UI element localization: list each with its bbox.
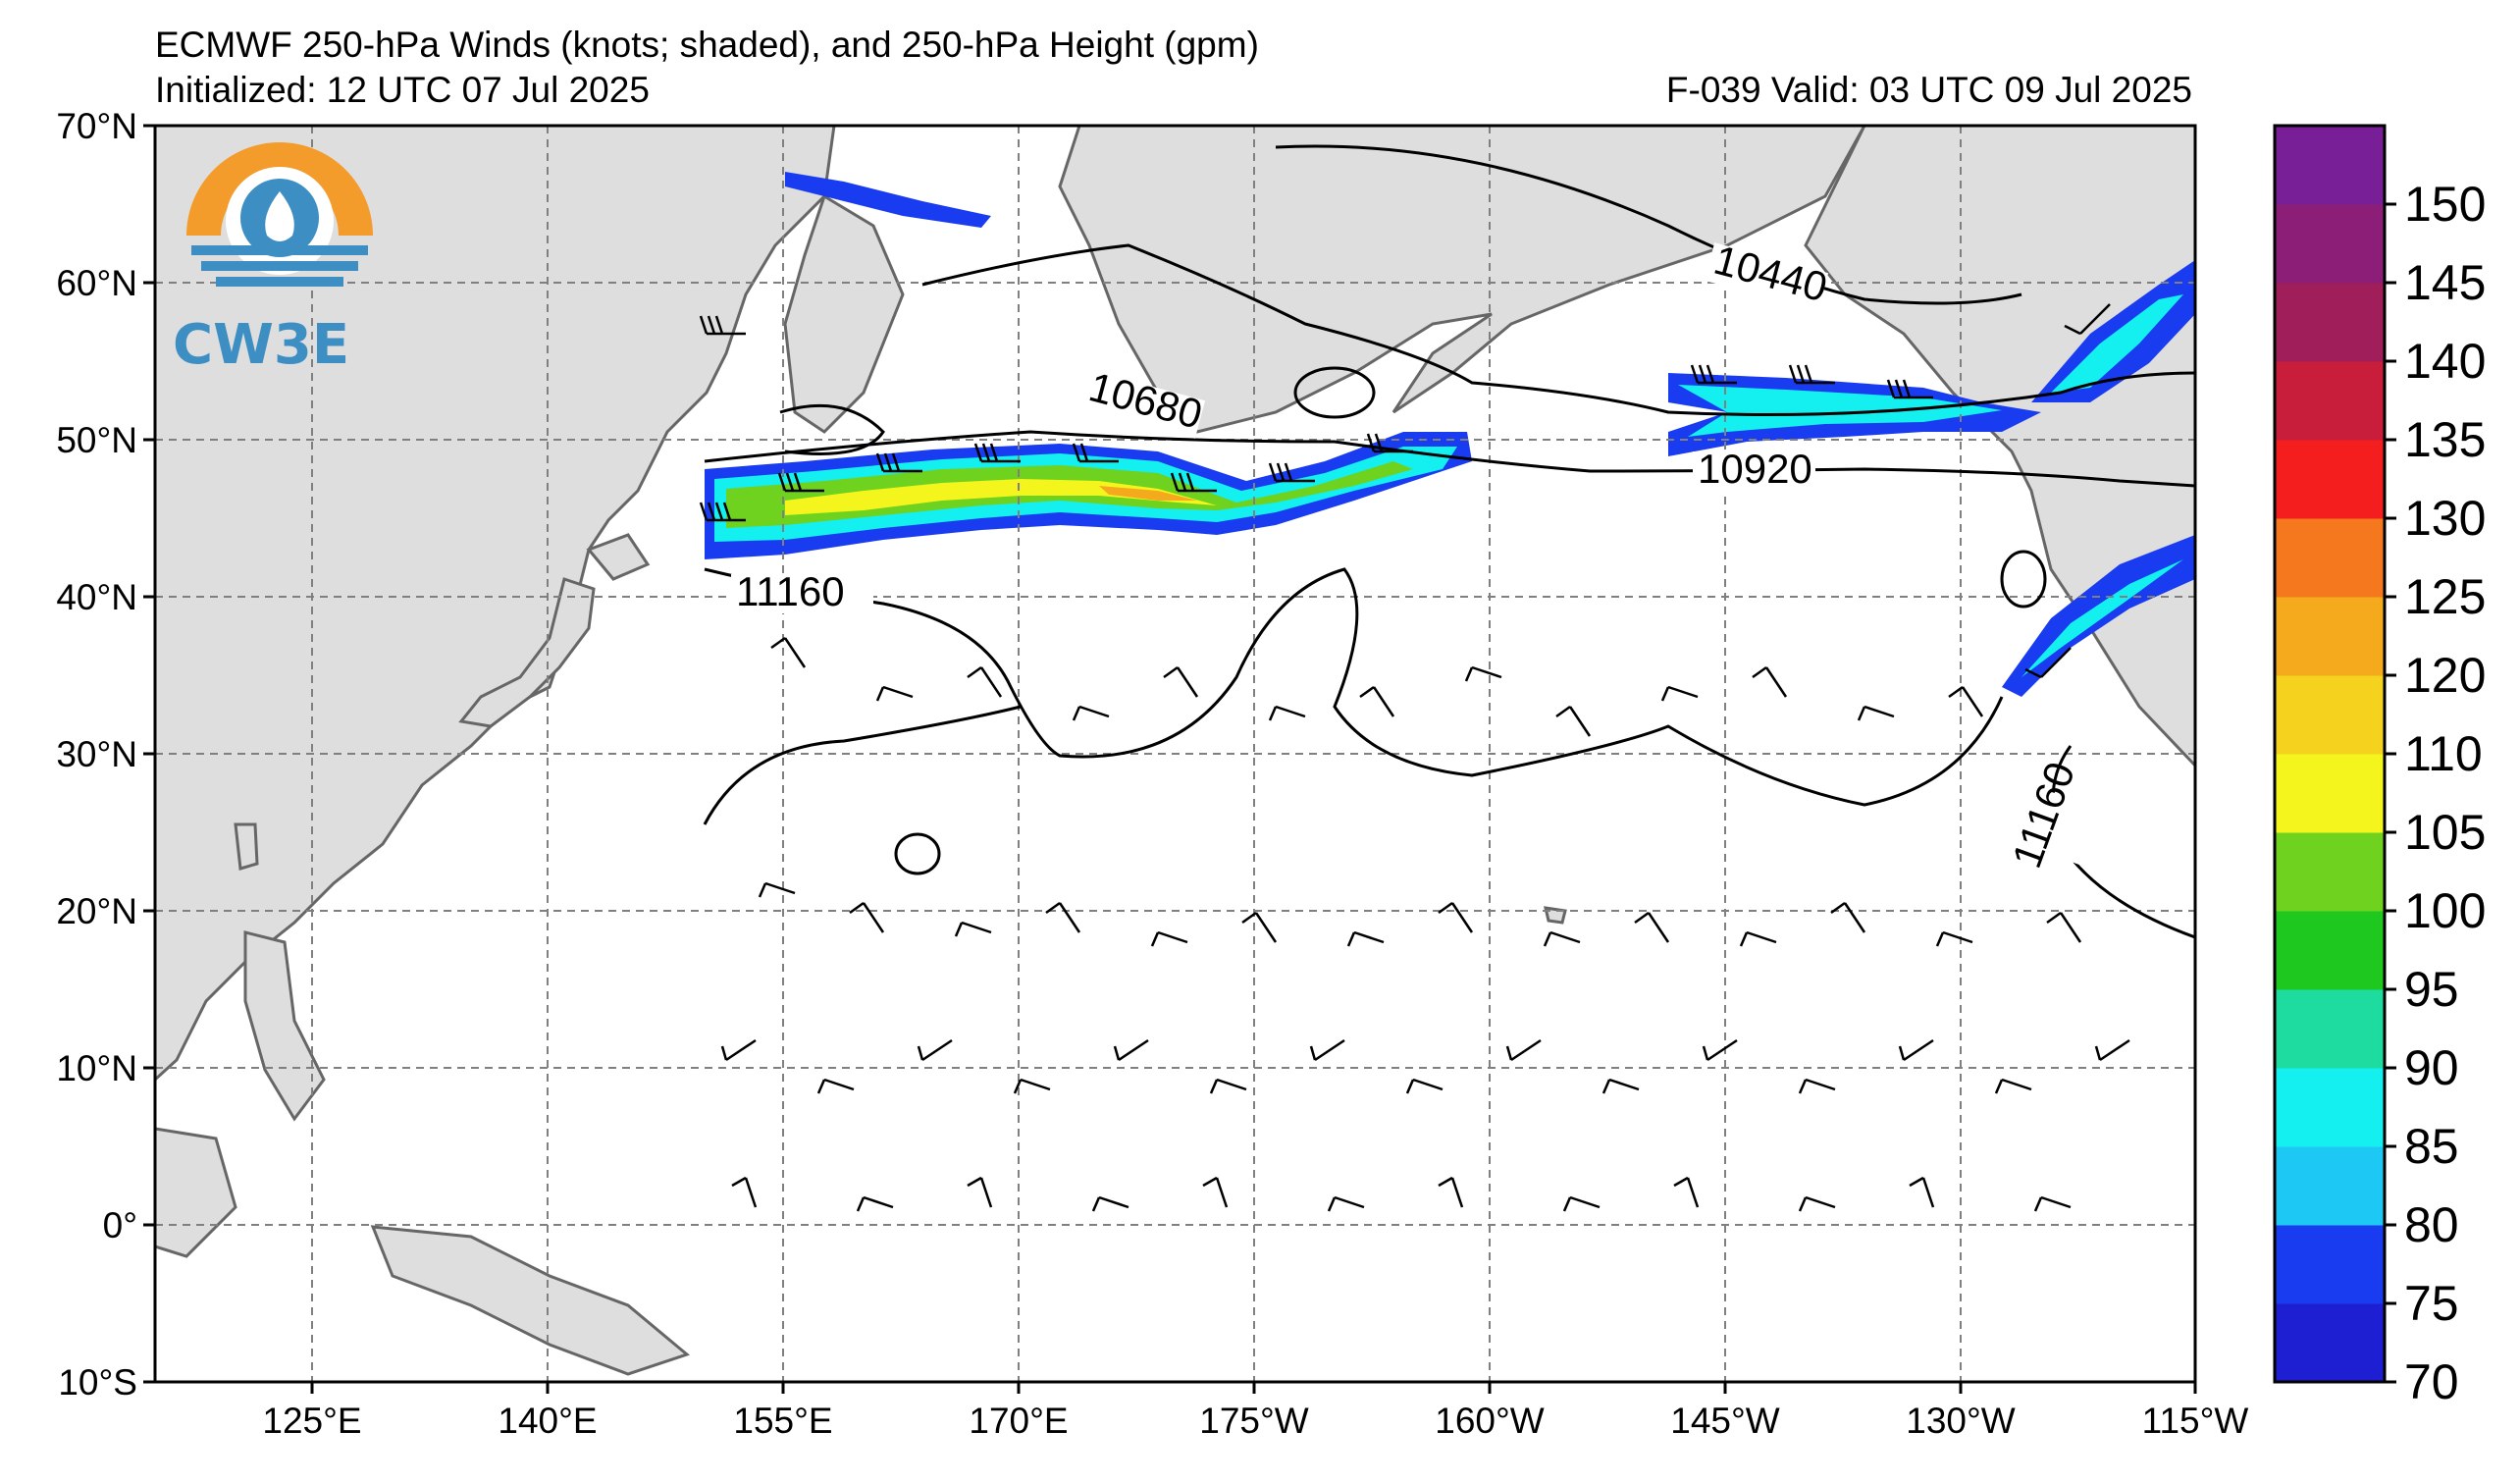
colorbar-swatch (2275, 518, 2385, 598)
land-masses (155, 126, 2195, 1376)
colorbar-label: 145 (2404, 255, 2486, 310)
colorbar-swatch (2275, 832, 2385, 912)
map-title: ECMWF 250-hPa Winds (knots; shaded), and… (155, 25, 1259, 65)
colorbar-label: 150 (2404, 177, 2486, 232)
lon-label-130w: 130°W (1906, 1401, 2016, 1441)
colorbar-swatch (2275, 126, 2385, 205)
colorbar-swatch (2275, 675, 2385, 755)
contour-label-10920: 10920 (1698, 446, 1812, 492)
wind-barbs (699, 303, 2130, 1212)
colorbar-label: 100 (2404, 883, 2486, 938)
contour-11160-south (703, 705, 1022, 825)
lon-label-125e: 125°E (262, 1401, 361, 1441)
colorbar-swatch (2275, 754, 2385, 833)
jet-nw (785, 172, 991, 228)
contour-11160 (704, 567, 2004, 807)
lat-label-10n: 10°N (56, 1048, 137, 1088)
colorbar-swatch (2275, 911, 2385, 990)
lon-label-145w: 145°W (1670, 1401, 1780, 1441)
colorbar-swatch (2275, 204, 2385, 284)
contour-10680 (921, 243, 2195, 416)
high-center-west (894, 832, 941, 875)
taiwan-land (234, 822, 259, 871)
lon-label-160w: 160°W (1435, 1401, 1545, 1441)
logo-ring (186, 142, 373, 236)
kamchatka-land (783, 193, 905, 434)
cw3e-logo: CW3E (173, 142, 373, 377)
colorbar-swatch (2275, 1225, 2385, 1304)
new-guinea-land (370, 1225, 691, 1376)
lat-label-30n: 30°N (56, 734, 137, 774)
lon-label-155e: 155°E (733, 1401, 832, 1441)
logo-text: CW3E (173, 313, 349, 377)
colorbar-label: 75 (2404, 1276, 2459, 1331)
colorbar-swatch (2275, 1146, 2385, 1226)
colorbar-label: 80 (2404, 1197, 2459, 1252)
lat-label-60n: 60°N (56, 263, 137, 303)
colorbar-swatch (2275, 1303, 2385, 1383)
jet-ne (2031, 260, 2195, 402)
colorbar-label: 110 (2404, 726, 2483, 781)
contour-label-11160-west: 11160 (736, 568, 845, 614)
colorbar-label: 120 (2404, 648, 2486, 703)
lat-axis: 70°N 60°N 50°N 40°N 30°N 20°N 10°N 0° 10… (56, 106, 155, 1403)
colorbar-label: 95 (2404, 962, 2459, 1017)
colorbar-label: 70 (2404, 1354, 2459, 1409)
colorbar-label: 140 (2404, 334, 2486, 389)
map-panel: 10440 10680 10920 11160 11160 CW3E (155, 126, 2195, 1382)
lon-axis: 125°E 140°E 155°E 170°E 175°W 160°W 145°… (262, 1382, 2248, 1441)
valid-time: F-039 Valid: 03 UTC 09 Jul 2025 (1665, 70, 2192, 110)
lon-label-170e: 170°E (969, 1401, 1068, 1441)
lat-label-70n: 70°N (56, 106, 137, 146)
colorbar-swatch (2275, 1068, 2385, 1147)
lat-label-40n: 40°N (56, 577, 137, 617)
contour-labels: 10440 10680 10920 11160 11160 (731, 237, 2112, 874)
lat-label-10s: 10°S (58, 1362, 137, 1403)
alaska-land (1058, 126, 1866, 434)
colorbar-labels: 70 75 80 85 90 95 100 105 110 120 125 130 135 140 145 1… (2385, 177, 2486, 1409)
jet-main-orange (1099, 486, 1197, 501)
colorbar: 70 75 80 85 90 95 100 105 110 120 125 130 135 140 145 1… (2273, 124, 2486, 1409)
colorbar-label: 85 (2404, 1119, 2459, 1174)
init-time: Initialized: 12 UTC 07 Jul 2025 (155, 70, 650, 110)
japan-land (458, 577, 596, 728)
colorbar-swatch (2275, 597, 2385, 676)
colorbar-swatch (2275, 989, 2385, 1069)
lat-label-0: 0° (103, 1205, 137, 1245)
jet-se-cyan (2021, 559, 2183, 677)
lon-label-140e: 140°E (498, 1401, 597, 1441)
lon-label-115w: 115°W (2142, 1401, 2249, 1441)
colorbar-label: 105 (2404, 805, 2486, 860)
lat-label-50n: 50°N (56, 420, 137, 460)
colorbar-swatch (2275, 361, 2385, 441)
contour-nw-lobe (779, 403, 885, 455)
philippines-land (243, 930, 326, 1122)
colorbar-label: 90 (2404, 1040, 2459, 1095)
colorbar-label: 125 (2404, 569, 2486, 624)
contour-10920 (704, 430, 2195, 488)
colorbar-label: 130 (2404, 491, 2486, 546)
low-center-alaska (1293, 366, 1376, 419)
colorbar-swatch (2275, 440, 2385, 519)
logo-drop-icon (265, 191, 294, 241)
lon-label-175w: 175°W (1199, 1401, 1309, 1441)
lat-label-20n: 20°N (56, 891, 137, 931)
colorbar-swatches (2275, 126, 2385, 1383)
colorbar-label: 135 (2404, 412, 2486, 467)
jet-ne-cyan (2051, 294, 2183, 393)
high-center-east (2000, 550, 2047, 609)
hokkaido-land (586, 533, 651, 581)
colorbar-swatch (2275, 283, 2385, 362)
